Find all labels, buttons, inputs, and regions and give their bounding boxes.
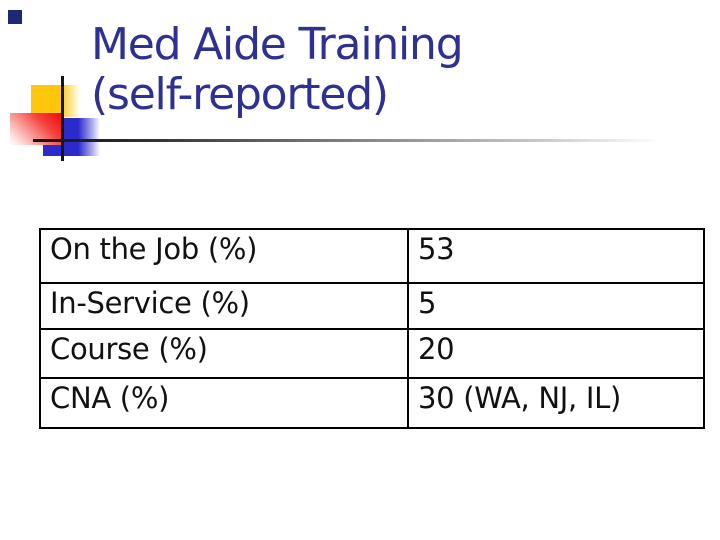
row-value-cell: 53 [407,228,705,284]
yellow-square [31,85,80,117]
corner-accent-square [8,10,22,24]
vertical-crosshair-line [61,76,64,161]
row-value-cell: 20 [407,328,705,379]
slide-title: Med Aide Training (self-reported) [91,19,464,120]
row-label-cell: In-Service (%) [39,282,409,330]
table-row: In-Service (%) 5 [39,282,705,330]
table-row: On the Job (%) 53 [39,228,705,284]
row-label-cell: CNA (%) [39,377,409,429]
table-row: CNA (%) 30 (WA, NJ, IL) [39,377,705,429]
title-line-2: (self-reported) [91,69,389,120]
row-label-cell: Course (%) [39,328,409,379]
title-line-1: Med Aide Training [91,19,464,70]
row-value-cell: 5 [407,282,705,330]
data-table: On the Job (%) 53 In-Service (%) 5 Cours… [39,228,705,429]
row-label-cell: On the Job (%) [39,228,409,284]
horizontal-rule [33,139,675,142]
row-value-cell: 30 (WA, NJ, IL) [407,377,705,429]
table-row: Course (%) 20 [39,328,705,379]
